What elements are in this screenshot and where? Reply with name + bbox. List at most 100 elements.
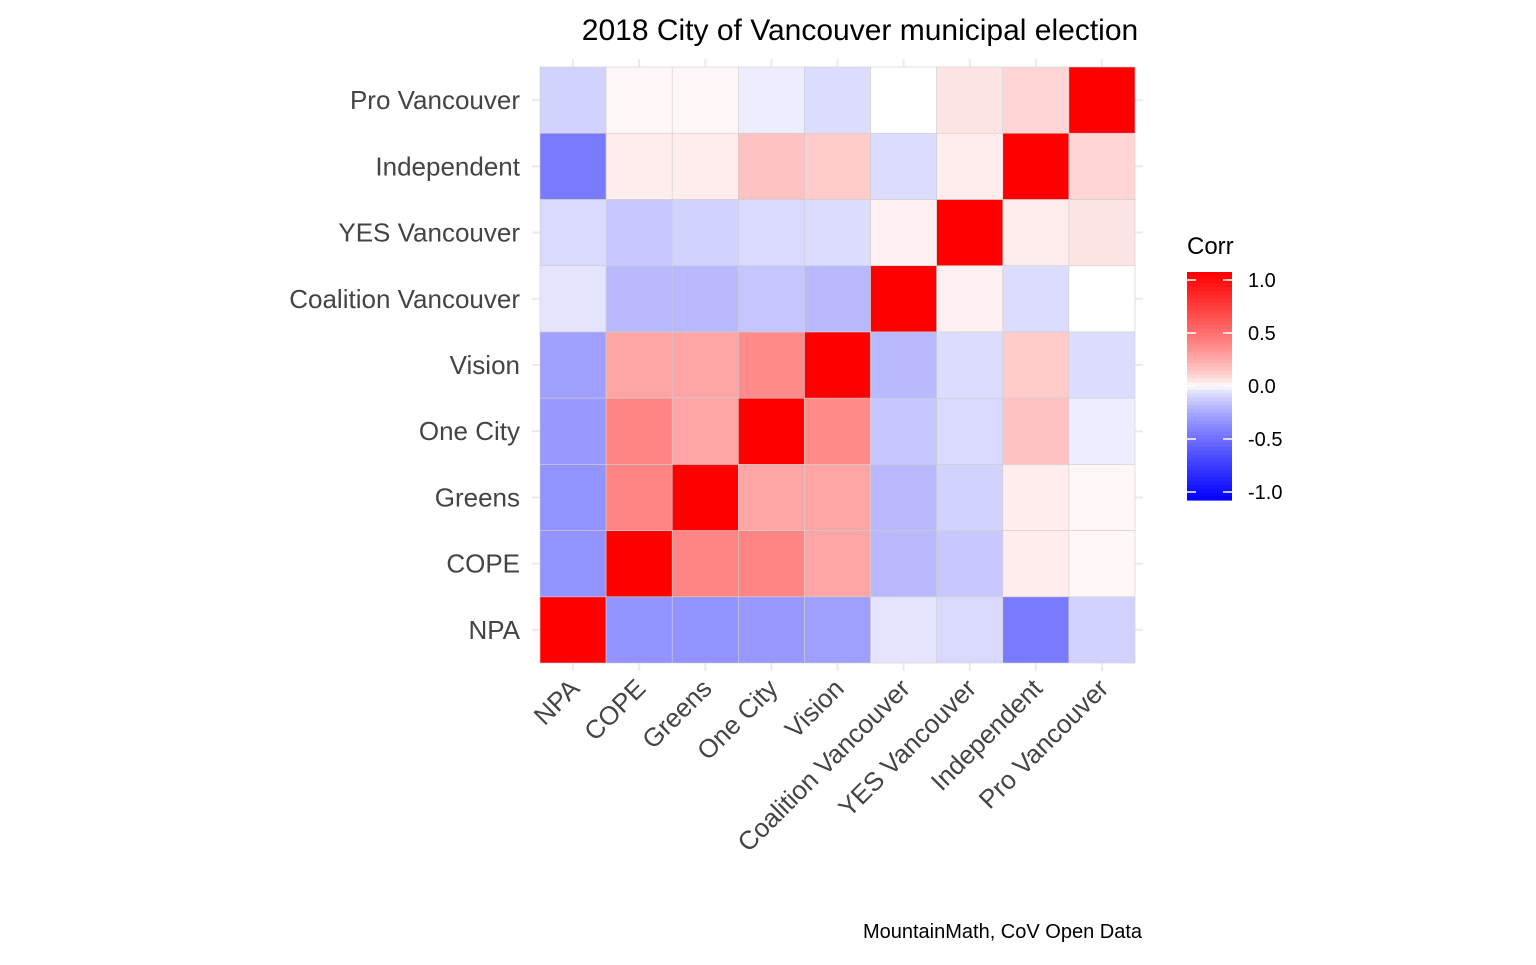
heatmap-cell (605, 265, 673, 333)
heatmap-cell (936, 199, 1004, 266)
legend-color-step (1187, 473, 1232, 478)
heatmap-cell (605, 530, 673, 598)
legend-color-step (1187, 397, 1232, 402)
heatmap-cell (671, 132, 739, 200)
heatmap-cell (804, 199, 871, 266)
heatmap-cell (671, 530, 739, 598)
heatmap-cell (738, 596, 805, 664)
legend-color-step (1187, 393, 1232, 398)
legend-tick-label: 0.5 (1248, 323, 1276, 345)
legend-color-step (1187, 416, 1232, 421)
heatmap-cell (1002, 397, 1070, 465)
legend-color-step (1187, 386, 1232, 391)
heatmap-cell (738, 464, 805, 531)
heatmap-cell (804, 464, 871, 531)
heatmap-cell (671, 397, 739, 465)
heatmap-cell (936, 331, 1004, 399)
legend-color-step (1187, 348, 1232, 353)
heatmap-cell (870, 397, 937, 465)
legend-color-step (1187, 462, 1232, 467)
legend-tick-label: -1.0 (1248, 482, 1282, 504)
legend-color-step (1187, 287, 1232, 292)
heatmap-cell (936, 66, 1004, 134)
legend-color-step (1187, 389, 1232, 395)
legend-color-step (1187, 443, 1232, 448)
heatmap-cell (1002, 331, 1070, 399)
legend-color-step (1187, 450, 1232, 455)
heatmap-cell (936, 132, 1004, 200)
heatmap-cell (539, 132, 607, 200)
legend-color-step (1187, 481, 1232, 486)
heatmap-cell (738, 132, 805, 200)
legend-color-step (1187, 465, 1232, 471)
heatmap-cell (804, 397, 871, 465)
heatmap-cell (1002, 66, 1070, 134)
y-tick-label: COPE (446, 549, 520, 579)
heatmap-cell (804, 132, 871, 200)
heatmap-cell (1068, 596, 1136, 664)
legend-color-step (1187, 446, 1232, 452)
heatmap-cell (738, 331, 805, 399)
y-tick-label: Pro Vancouver (350, 85, 520, 115)
legend-color-step (1187, 431, 1232, 436)
heatmap-cell (1068, 199, 1136, 266)
chart-title: 2018 City of Vancouver municipal electio… (582, 14, 1138, 47)
legend-color-step (1187, 363, 1232, 368)
heatmap-cell (671, 596, 739, 664)
legend-color-step (1187, 370, 1232, 376)
legend-color-step (1187, 275, 1232, 281)
legend-color-step (1187, 424, 1232, 429)
legend-color-step (1187, 279, 1232, 284)
heatmap-cell (605, 199, 673, 266)
legend-ticks: 1.0 0.5 0.0 -0.5 -1.0 (1187, 270, 1282, 504)
y-tick-label: One City (419, 416, 520, 446)
legend-color-step (1187, 302, 1232, 307)
heatmap-cell (1068, 530, 1136, 598)
heatmap-cell (539, 66, 607, 134)
heatmap-cell (804, 596, 871, 664)
heatmap-cell (870, 199, 937, 266)
y-tick-label: Greens (435, 482, 520, 512)
heatmap-cell (1002, 530, 1070, 598)
legend-color-step (1187, 405, 1232, 410)
heatmap-cell (870, 66, 937, 134)
heatmap-cell (804, 331, 871, 399)
heatmap-cell (870, 464, 937, 531)
heatmap-cell (1002, 265, 1070, 333)
heatmap-cell (738, 66, 805, 134)
heatmap-cell (539, 265, 607, 333)
legend-tick-label: 1.0 (1248, 270, 1276, 292)
legend-color-step (1187, 340, 1232, 345)
legend-color-step (1187, 332, 1232, 338)
x-tick-label: NPA (528, 673, 586, 731)
legend-colorbar (1187, 272, 1232, 501)
heatmap-cell (936, 265, 1004, 333)
legend-color-step (1187, 458, 1232, 463)
legend-color-step (1187, 272, 1232, 277)
heatmap-cell (539, 397, 607, 465)
heatmap-cell (539, 199, 607, 266)
legend-color-step (1187, 336, 1232, 341)
legend-color-step (1187, 454, 1232, 459)
legend-color-step (1187, 317, 1232, 322)
legend-color-step (1187, 374, 1232, 379)
heatmap-cell (605, 596, 673, 664)
chart-caption: MountainMath, CoV Open Data (863, 921, 1143, 943)
y-tick-label: NPA (468, 615, 520, 645)
legend-color-step (1187, 283, 1232, 288)
heatmap-cell (539, 596, 607, 664)
heatmap-cell (804, 530, 871, 598)
heatmap-cell (539, 464, 607, 531)
heatmap-cell (1002, 596, 1070, 664)
heatmap-cell (605, 397, 673, 465)
heatmap-cell (738, 265, 805, 333)
legend-color-step (1187, 294, 1232, 300)
legend-color-step (1187, 439, 1232, 444)
legend-color-step (1187, 477, 1232, 482)
legend-color-step (1187, 298, 1232, 303)
heatmap-cell (870, 132, 937, 200)
legend-color-step (1187, 359, 1232, 364)
heatmap-cell (804, 66, 871, 134)
legend-color-step (1187, 412, 1232, 417)
heatmap-cells (539, 66, 1136, 664)
